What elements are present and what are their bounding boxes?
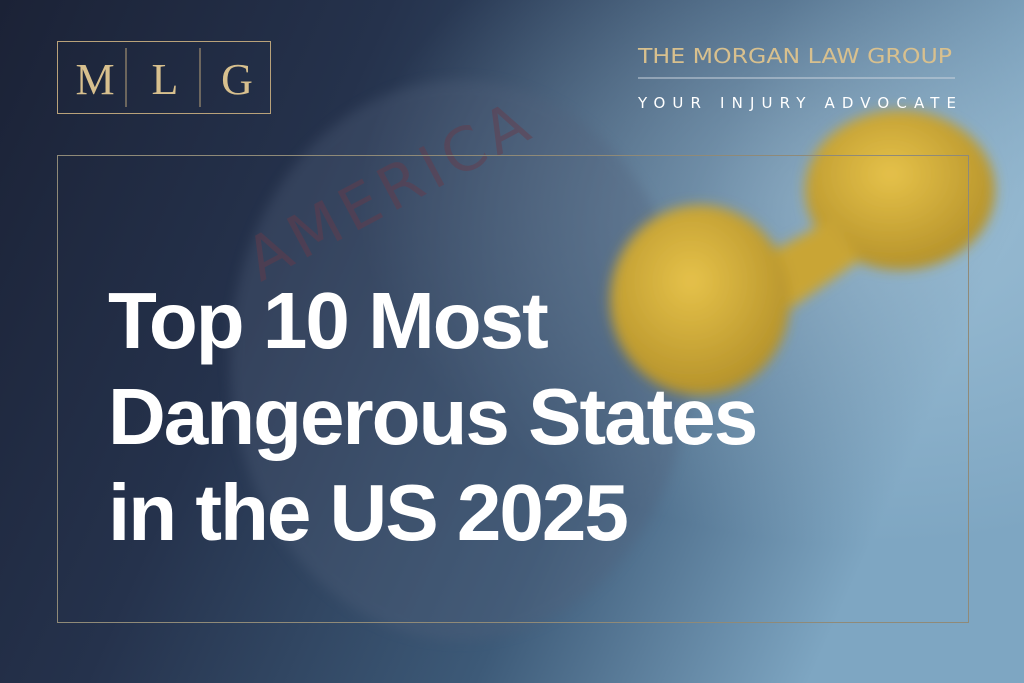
headline-line: in the US 2025	[108, 468, 627, 557]
brand-name: THE MORGAN LAW GROUP	[637, 44, 952, 68]
pushpin	[610, 110, 995, 395]
logo-letter: L	[152, 55, 179, 104]
logo-letter: M	[75, 55, 114, 104]
logo-frame	[57, 41, 271, 114]
headline-line: Dangerous States	[108, 372, 756, 461]
content-frame	[57, 155, 969, 623]
landmass	[230, 80, 690, 640]
headline-line: Top 10 Most	[108, 276, 548, 365]
logo-letter: G	[221, 55, 253, 104]
